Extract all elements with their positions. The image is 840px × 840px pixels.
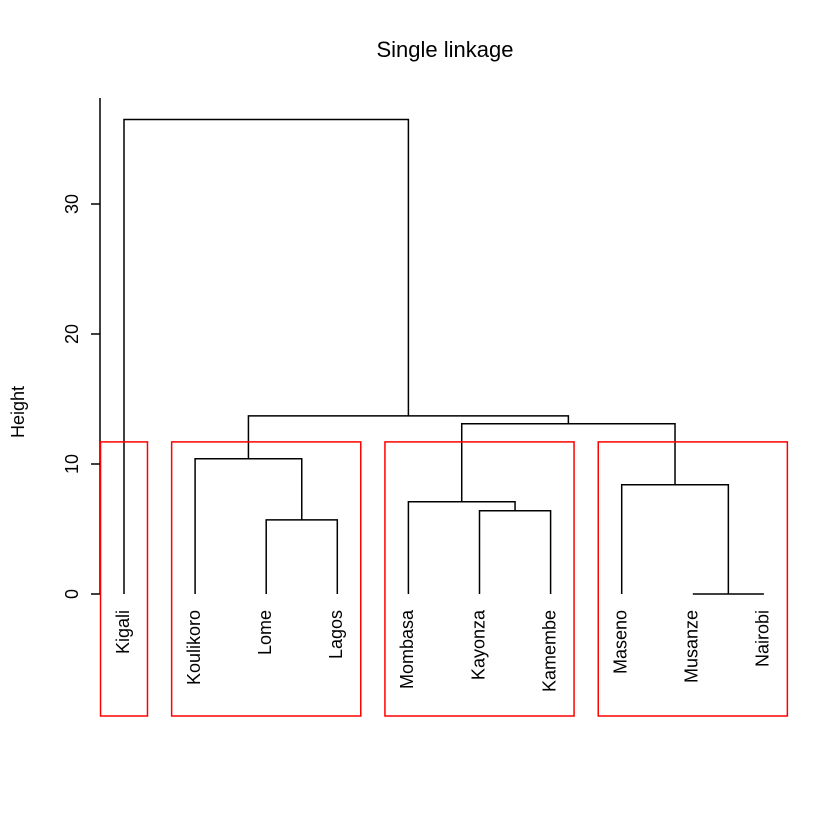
cluster-boxes — [99, 441, 789, 717]
leaf-label: Lagos — [326, 610, 346, 659]
y-axis-label: Height — [8, 386, 28, 438]
leaf-label: Koulikoro — [184, 610, 204, 685]
leaf-label: Nairobi — [753, 610, 773, 667]
dendrogram-link — [123, 118, 410, 594]
cluster-box — [99, 441, 149, 717]
leaf-label: Mombasa — [397, 609, 417, 689]
leaf-label: Kigali — [113, 610, 133, 654]
leaf-label: Kayonza — [468, 609, 488, 680]
cluster-box — [170, 441, 362, 717]
leaf-label: Kamembe — [539, 610, 559, 692]
y-tick-label: 20 — [62, 324, 82, 344]
dendrogram-link — [460, 422, 676, 502]
leaf-label: Musanze — [682, 610, 702, 683]
cluster-box — [384, 441, 575, 717]
dendrogram-link — [247, 415, 570, 459]
y-tick-label: 30 — [62, 194, 82, 214]
dendrogram-link — [265, 519, 339, 594]
chart-title: Single linkage — [377, 37, 514, 62]
dendrogram-link — [407, 500, 516, 594]
cluster-box — [597, 441, 789, 717]
leaf-labels: Kigali Koulikoro Lome Lagos Mombasa Kayonza Ka… — [113, 609, 773, 692]
y-axis: 0 10 20 30 — [62, 98, 101, 599]
dendrogram-link — [620, 484, 730, 594]
y-tick-label: 10 — [62, 454, 82, 474]
leaf-label: Lome — [255, 610, 275, 655]
leaf-label: Maseno — [610, 610, 630, 674]
dendrogram-link — [194, 458, 303, 594]
dendrogram-links — [123, 118, 764, 595]
y-tick-label: 0 — [62, 589, 82, 599]
dendrogram-link — [478, 510, 552, 594]
